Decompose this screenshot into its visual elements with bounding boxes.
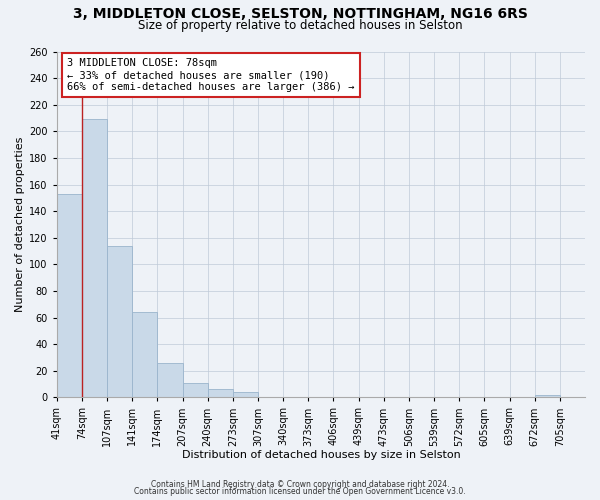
Text: Contains HM Land Registry data © Crown copyright and database right 2024.: Contains HM Land Registry data © Crown c…: [151, 480, 449, 489]
Bar: [57, 194, 82, 398]
Bar: [535, 394, 560, 398]
Text: Contains public sector information licensed under the Open Government Licence v3: Contains public sector information licen…: [134, 487, 466, 496]
Text: 3, MIDDLETON CLOSE, SELSTON, NOTTINGHAM, NG16 6RS: 3, MIDDLETON CLOSE, SELSTON, NOTTINGHAM,…: [73, 8, 527, 22]
Y-axis label: Number of detached properties: Number of detached properties: [15, 136, 25, 312]
Bar: [107, 246, 132, 398]
X-axis label: Distribution of detached houses by size in Selston: Distribution of detached houses by size …: [182, 450, 460, 460]
Text: 3 MIDDLETON CLOSE: 78sqm
← 33% of detached houses are smaller (190)
66% of semi-: 3 MIDDLETON CLOSE: 78sqm ← 33% of detach…: [67, 58, 355, 92]
Bar: [157, 362, 182, 398]
Bar: [82, 120, 107, 398]
Text: Size of property relative to detached houses in Selston: Size of property relative to detached ho…: [137, 18, 463, 32]
Bar: [182, 382, 208, 398]
Bar: [132, 312, 157, 398]
Bar: [208, 390, 233, 398]
Bar: [233, 392, 258, 398]
